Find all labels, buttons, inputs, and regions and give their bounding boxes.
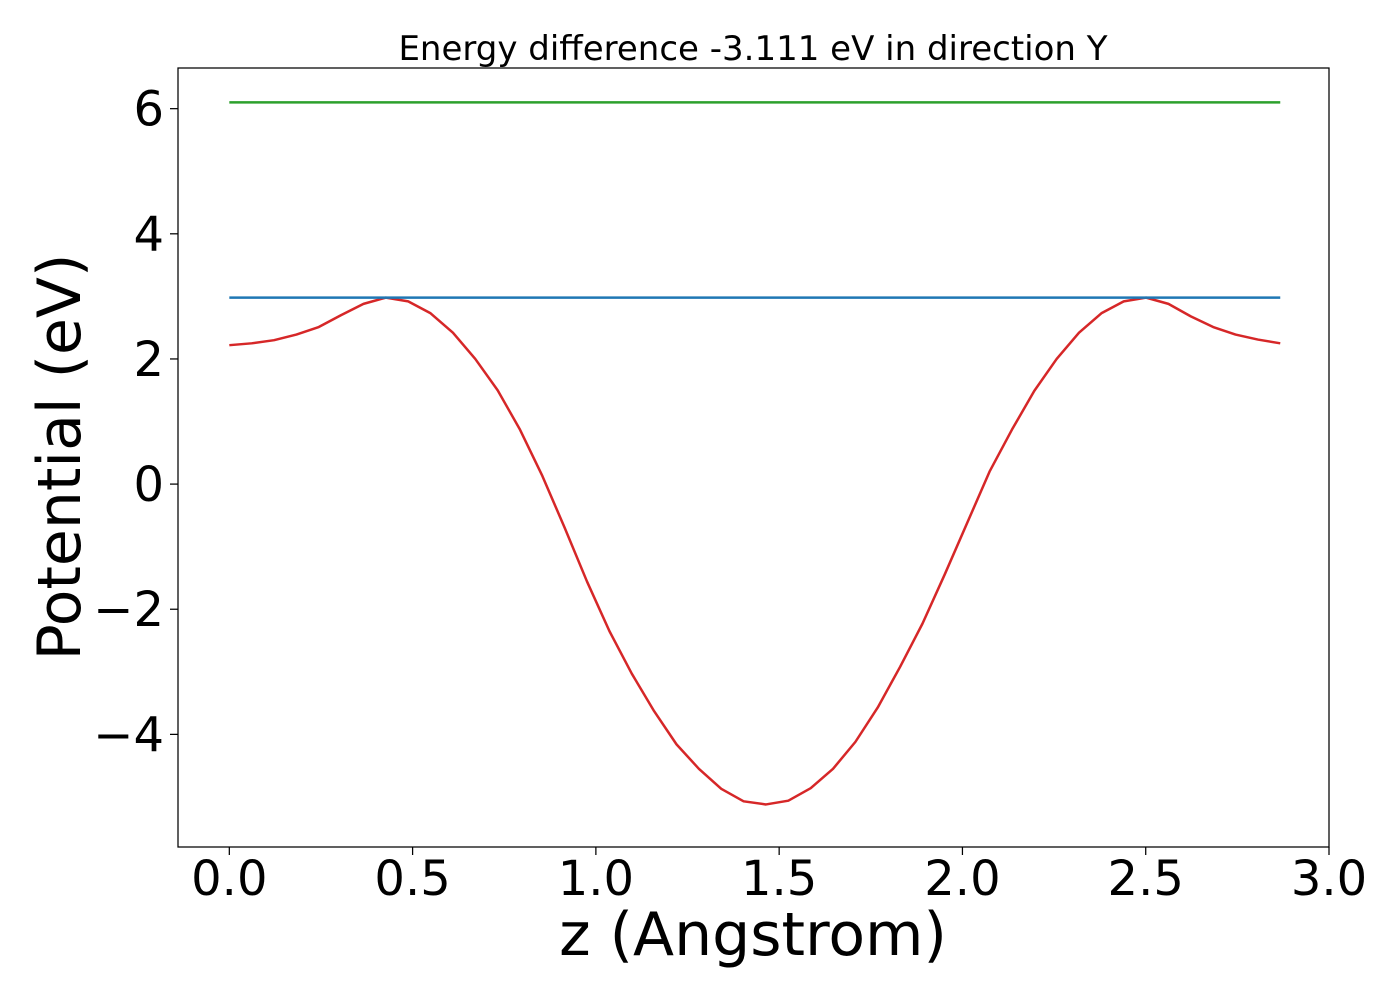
x-tick-label: 0.0 — [191, 851, 267, 907]
y-tick-label: 6 — [133, 82, 164, 138]
x-tick-label: 1.0 — [558, 851, 634, 907]
y-tick-label: −4 — [93, 707, 164, 763]
series-layer — [229, 101, 1281, 806]
series-line-0 — [229, 296, 1281, 806]
chart-title: Energy difference -3.111 eV in direction… — [398, 29, 1107, 69]
x-tick-label: 0.5 — [374, 851, 450, 907]
x-axis-label: z (Angstrom) — [559, 900, 947, 970]
ticks-layer: 0.0 0.5 1.0 1.5 2.0 2.5 3.0 −4 −2 0 2 4 6 — [93, 82, 1367, 907]
y-tick-label: 0 — [133, 457, 164, 513]
y-tick-label: −2 — [93, 582, 164, 638]
x-tick-label: 1.5 — [741, 851, 817, 907]
x-tick-label: 2.5 — [1108, 851, 1184, 907]
x-tick-label: 2.0 — [924, 851, 1000, 907]
y-tick-label: 2 — [133, 332, 164, 388]
x-tick-label: 3.0 — [1291, 851, 1367, 907]
y-tick-label: 4 — [133, 207, 164, 263]
plot-frame — [177, 67, 1330, 848]
y-axis-label: Potential (eV) — [25, 254, 95, 661]
